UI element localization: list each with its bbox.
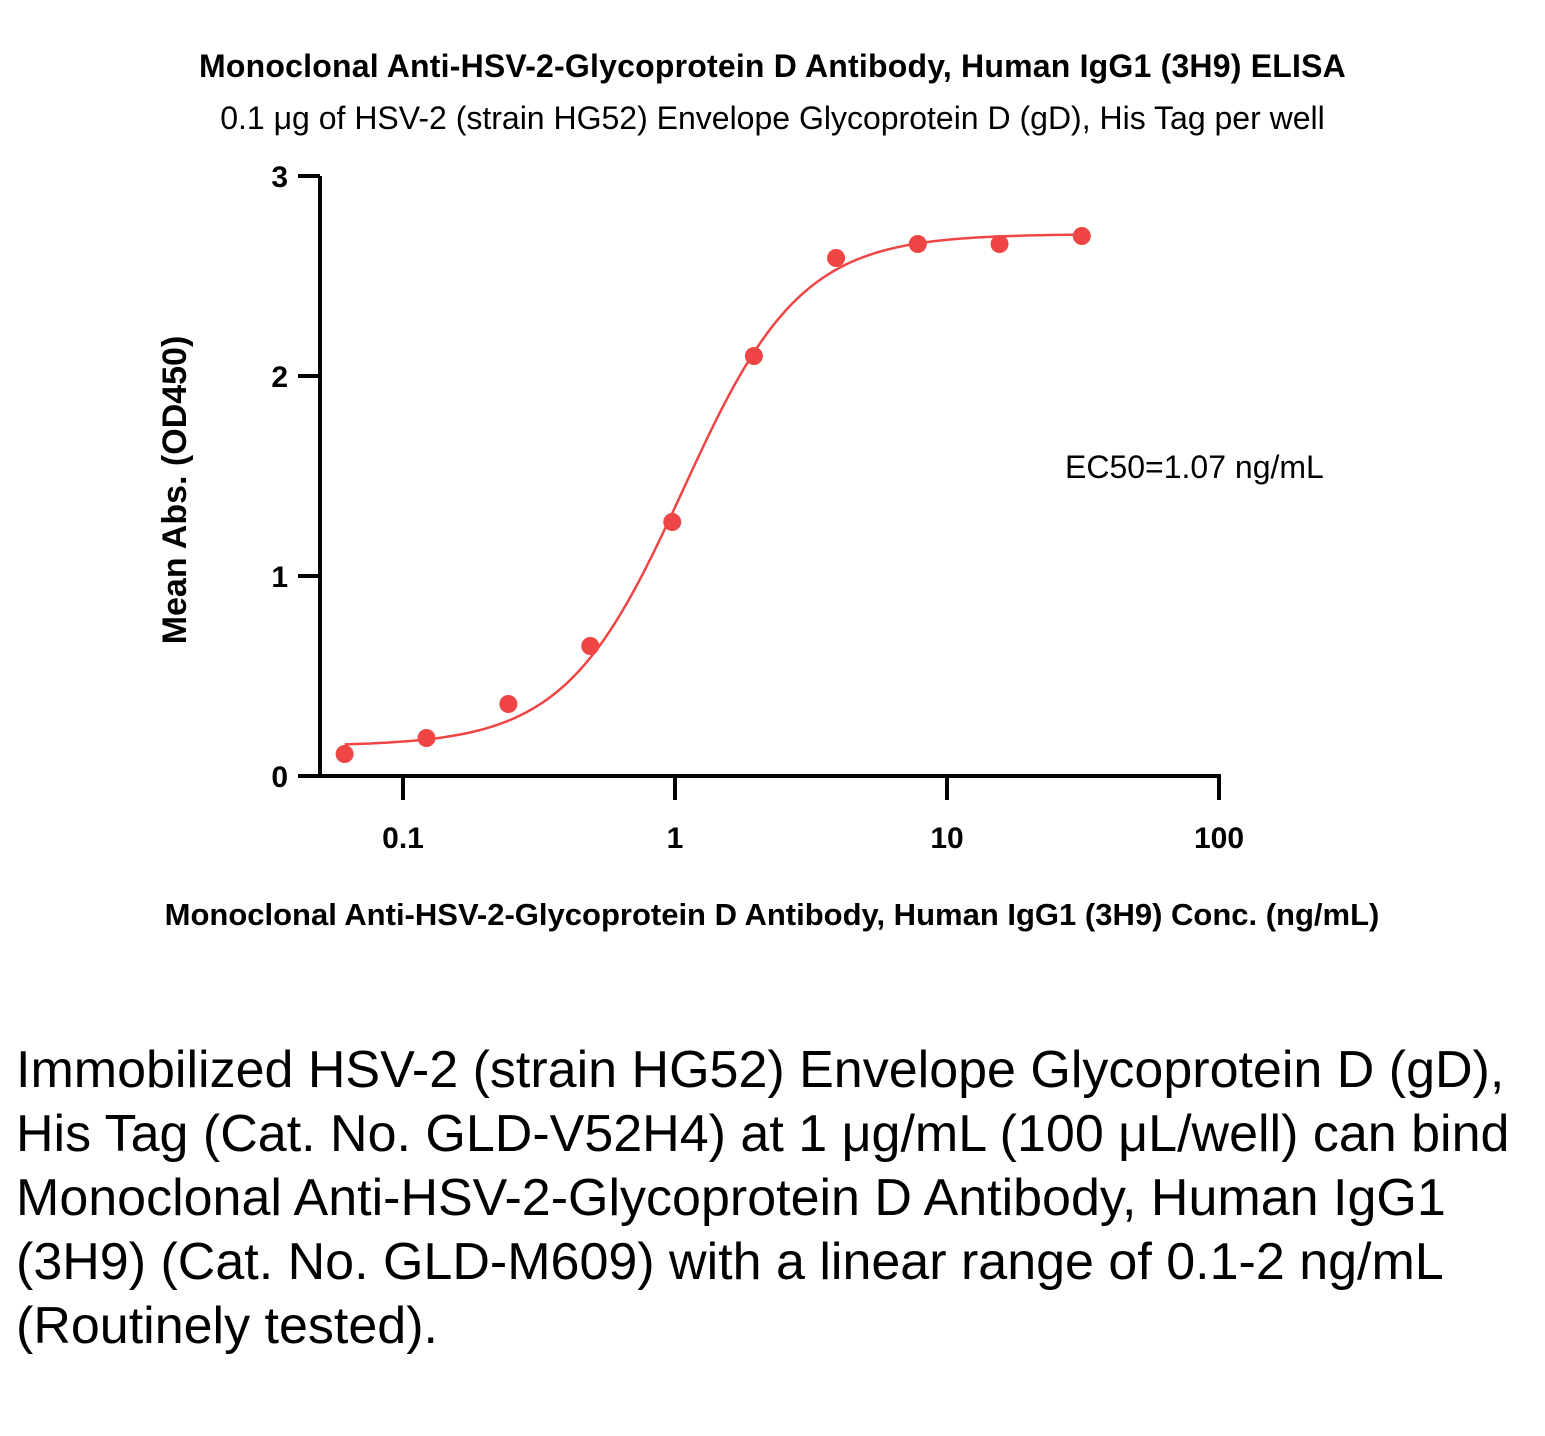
x-tick-label: 10 <box>930 822 963 855</box>
x-tick-label: 1 <box>667 822 684 855</box>
data-point <box>335 745 354 763</box>
chart-title: Monoclonal Anti-HSV-2-Glycoprotein D Ant… <box>199 48 1346 84</box>
data-point <box>1072 227 1091 245</box>
y-tick-label: 2 <box>271 361 288 394</box>
data-point <box>827 249 846 267</box>
x-tick-label: 100 <box>1194 822 1244 855</box>
data-point <box>499 695 518 713</box>
y-tick-label: 3 <box>271 161 288 194</box>
figure-caption: Immobilized HSV-2 (strain HG52) Envelope… <box>16 1041 1510 1355</box>
data-points <box>335 227 1091 763</box>
ec50-annotation: EC50=1.07 ng/mL <box>1065 449 1324 485</box>
data-point <box>908 235 927 253</box>
axes: 0 1 2 3 0.1 1 10 100 <box>271 161 1244 855</box>
elisa-chart: 0 1 2 3 0.1 1 10 100 Mean Abs. (OD450) Monoclon… <box>156 161 1380 932</box>
data-point <box>744 347 763 365</box>
x-axis-label: Monoclonal Anti-HSV-2-Glycoprotein D Ant… <box>165 897 1380 932</box>
y-axis-label: Mean Abs. (OD450) <box>156 336 194 645</box>
data-point <box>417 729 436 747</box>
data-point <box>990 235 1009 253</box>
y-tick-label: 1 <box>271 561 288 594</box>
x-tick-label: 0.1 <box>382 822 424 855</box>
fit-curve <box>344 233 1082 746</box>
data-point <box>581 637 600 655</box>
chart-subtitle: 0.1 μg of HSV-2 (strain HG52) Envelope G… <box>220 100 1325 136</box>
data-point <box>663 513 682 531</box>
y-tick-label: 0 <box>271 761 288 794</box>
